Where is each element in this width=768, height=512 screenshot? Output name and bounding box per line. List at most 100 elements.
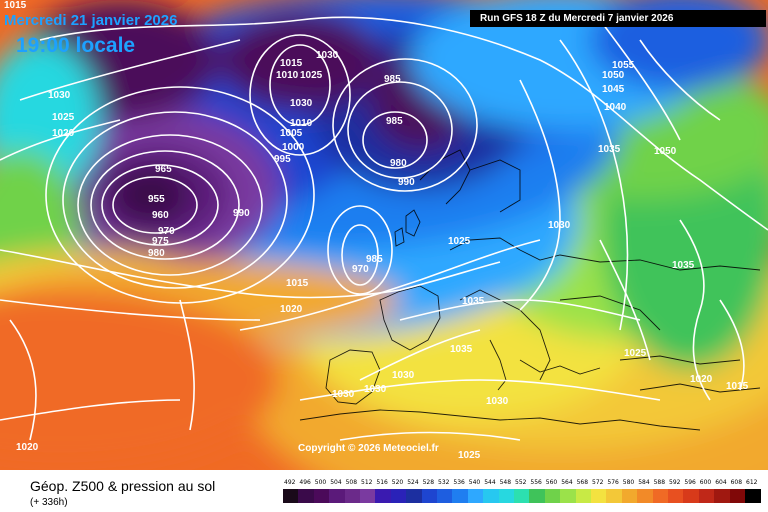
isobar-label: 995 bbox=[274, 154, 291, 165]
isobar-label: 1025 bbox=[448, 236, 471, 247]
isobar-label: 980 bbox=[148, 248, 165, 259]
scale-swatch bbox=[668, 489, 684, 503]
isobar-label: 1030 bbox=[392, 370, 415, 381]
scale-swatch bbox=[483, 489, 500, 503]
scale-swatch bbox=[313, 489, 330, 503]
scale-label: 528 bbox=[422, 479, 435, 486]
scale-label: 572 bbox=[592, 479, 604, 486]
isobar-label: 1055 bbox=[612, 60, 635, 71]
scale-swatch bbox=[452, 489, 469, 503]
scale-label: 552 bbox=[515, 479, 527, 486]
scale-swatch bbox=[498, 489, 515, 503]
scale-swatch bbox=[329, 489, 346, 503]
scale-swatch bbox=[652, 489, 669, 503]
scale-label: 612 bbox=[746, 479, 758, 486]
scale-label: 580 bbox=[622, 479, 635, 486]
scale-swatch bbox=[698, 489, 715, 503]
isobar-label: 980 bbox=[390, 158, 407, 169]
scale-label: 592 bbox=[669, 479, 681, 486]
scale-swatch bbox=[544, 489, 561, 503]
isobar-label: 1050 bbox=[654, 146, 677, 157]
isobar-label: 1035 bbox=[450, 344, 473, 355]
scale-label: 532 bbox=[438, 479, 450, 486]
isobar-label: 1035 bbox=[598, 144, 621, 155]
scale-swatch bbox=[714, 489, 731, 503]
isobars bbox=[0, 16, 768, 441]
isobar-label: 955 bbox=[148, 194, 165, 205]
isobar-label: 1030 bbox=[486, 396, 509, 407]
copyright-notice: Copyright © 2026 Meteociel.fr bbox=[298, 443, 439, 454]
scale-swatch bbox=[360, 489, 376, 503]
scale-label: 508 bbox=[345, 479, 358, 486]
scale-swatch bbox=[560, 489, 577, 503]
isobar-label: 1030 bbox=[316, 50, 339, 61]
chart-title: Géop. Z500 & pression au sol bbox=[30, 478, 216, 494]
forecast-date: Mercredi 21 janvier 2026 bbox=[4, 12, 178, 29]
isobar-label: 965 bbox=[155, 164, 172, 175]
scale-swatch bbox=[637, 489, 654, 503]
isobar-label: 990 bbox=[233, 208, 250, 219]
scale-swatch bbox=[606, 489, 623, 503]
scale-label: 504 bbox=[330, 479, 342, 486]
isobar-label: 1050 bbox=[602, 70, 625, 81]
isobar-label: 1030 bbox=[332, 389, 355, 400]
isobar-label: 990 bbox=[398, 177, 415, 188]
isobar-label: 1030 bbox=[548, 220, 571, 231]
scale-label: 540 bbox=[468, 479, 481, 486]
isobar-label: 1025 bbox=[624, 348, 647, 359]
isobar-label: 1000 bbox=[282, 142, 305, 153]
isobar-label: 1015 bbox=[4, 0, 27, 11]
scale-swatch bbox=[621, 489, 638, 503]
isobar-label: 1025 bbox=[458, 450, 481, 461]
isobar-label: 970 bbox=[352, 264, 369, 275]
scale-swatch bbox=[591, 489, 607, 503]
geopotential-field bbox=[0, 0, 768, 470]
isobar-labels: 1015 1030 1025 1020 965 955 960 970 975 … bbox=[4, 0, 749, 461]
scale-swatch bbox=[514, 489, 530, 503]
scale-label: 576 bbox=[607, 479, 619, 486]
scale-label: 536 bbox=[453, 479, 465, 486]
scale-label: 596 bbox=[684, 479, 696, 486]
isobar-label: 1025 bbox=[300, 70, 323, 81]
weather-map: 1015 1030 1025 1020 965 955 960 970 975 … bbox=[0, 0, 768, 470]
scale-swatch bbox=[375, 489, 392, 503]
run-banner: Run GFS 18 Z du Mercredi 7 janvier 2026 bbox=[470, 10, 766, 27]
isobar-label: 1045 bbox=[602, 84, 625, 95]
scale-label: 548 bbox=[499, 479, 512, 486]
isobar-label: 970 bbox=[158, 226, 175, 237]
isobar-label: 1005 bbox=[280, 128, 303, 139]
scale-label: 568 bbox=[576, 479, 589, 486]
scale-swatch bbox=[683, 489, 700, 503]
scale-label: 604 bbox=[715, 479, 727, 486]
scale-swatch bbox=[729, 489, 746, 503]
isobar-label: 1035 bbox=[462, 296, 485, 307]
isobar-label: 985 bbox=[386, 116, 403, 127]
scale-swatch bbox=[745, 489, 761, 503]
isobar-label: 1030 bbox=[364, 384, 387, 395]
scale-swatch bbox=[298, 489, 315, 503]
isobar-label: 985 bbox=[366, 254, 383, 265]
scale-label: 524 bbox=[407, 479, 419, 486]
scale-label: 564 bbox=[561, 479, 573, 486]
scale-swatch bbox=[467, 489, 484, 503]
scale-swatch bbox=[575, 489, 592, 503]
isobar-label: 1010 bbox=[276, 70, 299, 81]
scale-label: 500 bbox=[314, 479, 327, 486]
isobar-label: 975 bbox=[152, 236, 169, 247]
isobar-label: 1020 bbox=[690, 374, 713, 385]
isobar-label: 1035 bbox=[672, 260, 695, 271]
isobar-label: 1015 bbox=[280, 58, 303, 69]
scale-label: 588 bbox=[653, 479, 666, 486]
forecast-offset: (+ 336h) bbox=[30, 497, 68, 508]
isobar-label: 1015 bbox=[726, 381, 749, 392]
isobar-label: 1010 bbox=[290, 118, 313, 129]
scale-swatch bbox=[283, 489, 299, 503]
scale-label: 556 bbox=[530, 479, 542, 486]
isobar-label: 1015 bbox=[286, 278, 309, 289]
scale-swatch bbox=[421, 489, 438, 503]
isobar-label: 1040 bbox=[604, 102, 627, 113]
local-time: 19:00 locale bbox=[16, 34, 136, 57]
scale-swatch bbox=[406, 489, 423, 503]
scale-label: 560 bbox=[545, 479, 558, 486]
scale-label: 544 bbox=[484, 479, 496, 486]
